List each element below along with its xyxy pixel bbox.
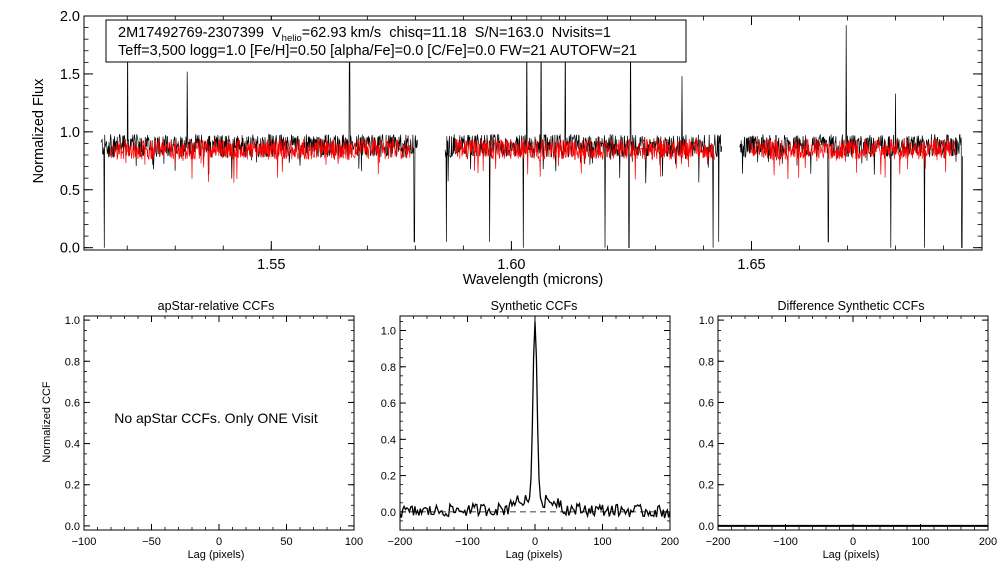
x-tick-label: 0 [532, 536, 538, 548]
apstar-ccf-axes: −100 −50 0 50 100 0.0 0.2 0.4 0.6 0.8 1.0 [65, 315, 363, 548]
apstar-ccf-frame [83, 315, 355, 531]
x-tick-label: 100 [911, 536, 929, 548]
synthetic-ccf-frame [399, 315, 671, 531]
y-tick-label: 1.0 [65, 315, 80, 327]
y-tick-label: 1.5 [60, 67, 80, 83]
observed-spectrum-line [100, 25, 418, 248]
spectrum-frame [83, 15, 983, 251]
x-tick-label: 50 [280, 536, 292, 548]
y-tick-label: 1.0 [699, 315, 714, 327]
info-line-2: Teff=3,500 logg=1.0 [Fe/H]=0.50 [alpha/F… [118, 43, 637, 59]
spectrum-y-axis-label: Normalized Flux [31, 78, 47, 183]
x-tick-label: 100 [593, 536, 611, 548]
y-tick-label: 0.4 [699, 439, 714, 451]
info-line-1-prefix: 2M17492769-2307399 V [118, 25, 282, 41]
info-line-1-suffix: =62.93 km/s chisq=11.18 S/N=163.0 Nvisit… [302, 25, 611, 41]
y-tick-label: 1.0 [381, 326, 396, 338]
x-tick-label: −200 [388, 536, 413, 548]
y-tick-label: 0.4 [65, 439, 80, 451]
x-tick-label: 100 [345, 536, 363, 548]
difference-ccf-axes: −200 −100 0 100 200 0.0 0.2 0.4 0.6 0.8 1.0 [699, 315, 997, 548]
y-tick-label: 1.0 [60, 125, 80, 141]
model-spectrum-line [110, 138, 411, 183]
y-tick-label: 0.2 [699, 480, 714, 492]
y-tick-label: 0.6 [381, 398, 396, 410]
synthetic-ccf-line [399, 321, 671, 519]
y-tick-label: 0.8 [381, 362, 396, 374]
x-tick-label: 1.55 [257, 257, 285, 273]
difference-ccf-panel: −200 −100 0 100 200 0.0 0.2 0.4 0.6 0.8 1.0 Differ… [699, 299, 997, 561]
difference-ccf-frame [717, 315, 989, 531]
no-ccf-annotation: No apStar CCFs. Only ONE Visit [114, 410, 318, 426]
synthetic-ccf-x-axis-label: Lag (pixels) [506, 549, 563, 561]
y-tick-label: 0.5 [60, 183, 80, 199]
info-line-1-subscript: helio [282, 33, 302, 44]
x-tick-label: −100 [455, 536, 480, 548]
x-tick-label: 200 [979, 536, 997, 548]
x-tick-label: −200 [706, 536, 731, 548]
x-tick-label: −100 [72, 536, 97, 548]
y-tick-label: 0.4 [381, 434, 396, 446]
observed-spectrum-line [444, 15, 723, 249]
apstar-ccf-x-axis-label: Lag (pixels) [188, 549, 245, 561]
y-tick-label: 0.2 [381, 471, 396, 483]
x-tick-label: 200 [661, 536, 679, 548]
info-box [105, 19, 687, 63]
synthetic-ccf-axes: −200 −100 0 100 200 0.0 0.2 0.4 0.6 0.8 1.0 [381, 316, 679, 548]
info-line-1: 2M17492769-2307399 Vhelio=62.93 km/s chi… [118, 25, 611, 44]
y-tick-label: 0.6 [65, 397, 80, 409]
x-tick-label: −50 [142, 536, 161, 548]
model-spectrum-line [749, 137, 956, 180]
spectrum-x-axis-label: Wavelength (microns) [463, 272, 603, 288]
apstar-ccf-y-axis-label: Normalized CCF [41, 381, 53, 463]
y-tick-label: 0.8 [65, 356, 80, 368]
observed-spectrum-line [739, 25, 963, 249]
difference-ccf-title: Difference Synthetic CCFs [777, 299, 924, 313]
model-spectrum-line [454, 138, 715, 180]
synthetic-ccf-series [399, 321, 671, 519]
x-tick-label: 1.65 [737, 257, 765, 273]
synthetic-ccf-panel: −200 −100 0 100 200 0.0 0.2 0.4 0.6 0.8 1.0 Synthe… [381, 299, 679, 561]
apstar-ccf-title: apStar-relative CCFs [158, 299, 275, 313]
y-tick-label: 0.0 [65, 521, 80, 533]
x-tick-label: 0 [216, 536, 222, 548]
y-tick-label: 0.0 [699, 521, 714, 533]
x-tick-label: 0 [850, 536, 856, 548]
x-tick-label: 1.60 [497, 257, 525, 273]
y-tick-label: 0.2 [65, 480, 80, 492]
y-tick-label: 0.8 [699, 356, 714, 368]
y-tick-label: 2.0 [60, 9, 80, 25]
y-tick-label: 0.6 [699, 397, 714, 409]
apstar-ccf-panel: −100 −50 0 50 100 0.0 0.2 0.4 0.6 0.8 1.0 apStar-r… [41, 299, 363, 561]
y-tick-label: 0.0 [381, 507, 396, 519]
x-tick-label: −100 [773, 536, 798, 548]
synthetic-ccf-title: Synthetic CCFs [491, 299, 578, 313]
y-tick-label: 0.0 [60, 241, 80, 257]
difference-ccf-x-axis-label: Lag (pixels) [823, 549, 880, 561]
spectrum-series [100, 15, 963, 249]
spectrum-panel: 1.55 1.60 1.65 0.0 0.5 1.0 1.5 2.0 2M17492769-2… [31, 9, 983, 288]
